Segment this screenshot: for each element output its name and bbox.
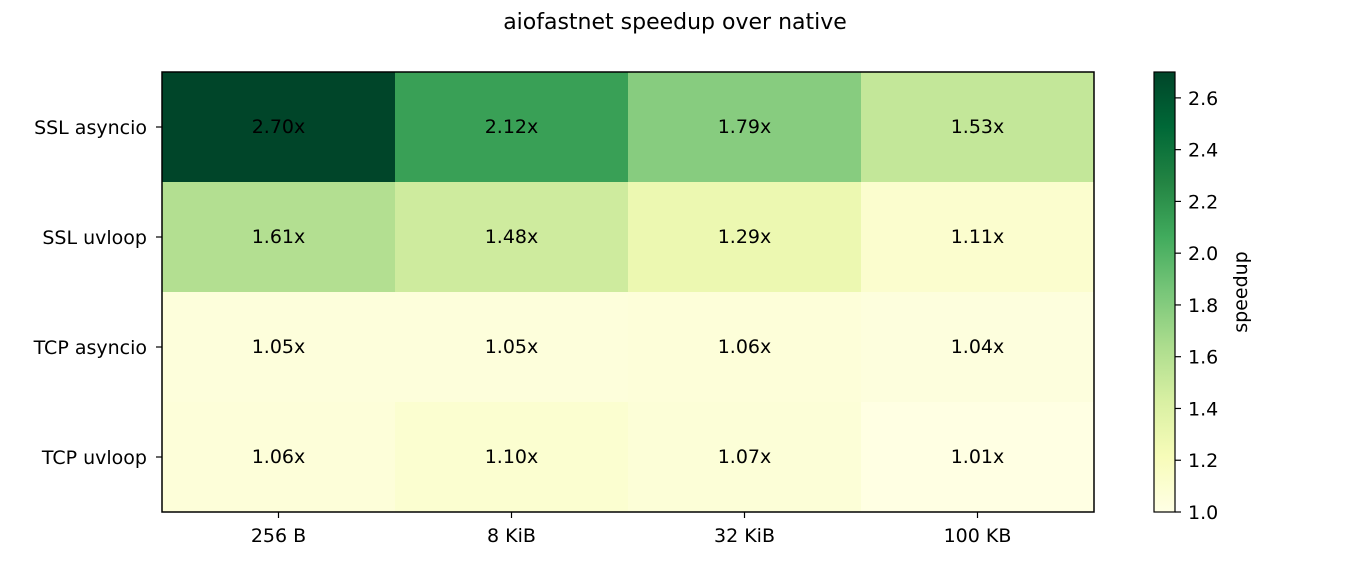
heatmap-cell-tcp-uvloop-32-kib: [628, 402, 862, 513]
heatmap-cell-ssl-asyncio-100-kb: [861, 72, 1095, 183]
heatmap-cell-tcp-asyncio-8-kib: [395, 292, 629, 403]
colorbar: [1153, 71, 1176, 513]
colorbar-axis: 1.0 1.2 1.4 1.6 1.8 2.0 2.2 2.4 2.6: [1175, 88, 1218, 524]
cell-value-label: 1.05x: [485, 336, 539, 358]
heatmap-cell-ssl-asyncio-256-b: [162, 72, 396, 183]
heatmap-cell-labels: 2.70x 2.12x 1.79x 1.53x 1.61x 1.48x 1.29x 1.11x…: [252, 116, 1005, 468]
cell-value-label: 1.29x: [718, 226, 772, 248]
cell-value-label: 1.05x: [252, 336, 306, 358]
heatmap-cell-tcp-uvloop-100-kb: [861, 402, 1095, 513]
cell-value-label: 1.48x: [485, 226, 539, 248]
cell-value-label: 1.04x: [951, 336, 1005, 358]
heatmap-cell-ssl-uvloop-32-kib: [628, 182, 862, 293]
heatmap-cell-ssl-uvloop-256-b: [162, 182, 396, 293]
heatmap-cell-tcp-uvloop-8-kib: [395, 402, 629, 513]
colorbar-tick-label: 1.6: [1188, 347, 1218, 369]
heatmap-cell-ssl-uvloop-100-kb: [861, 182, 1095, 293]
chart-title: aiofastnet speedup over native: [503, 10, 847, 35]
heatmap-frame: [161, 71, 1095, 513]
row-tick-label: TCP asyncio: [33, 337, 147, 359]
heatmap-cells: [162, 72, 1095, 513]
column-tick-label: 100 KB: [944, 525, 1012, 547]
cell-value-label: 1.01x: [951, 446, 1005, 468]
cell-value-label: 2.70x: [252, 116, 306, 138]
cell-value-label: 1.11x: [951, 226, 1005, 248]
colorbar-tick-label: 2.4: [1188, 140, 1218, 162]
colorbar-tick-label: 1.2: [1188, 450, 1218, 472]
row-axis: SSL asyncio SSL uvloop TCP asyncio TCP uvlo…: [33, 117, 162, 469]
cell-value-label: 1.06x: [252, 446, 306, 468]
cell-value-label: 1.07x: [718, 446, 772, 468]
column-tick-label: 8 KiB: [487, 525, 536, 547]
cell-value-label: 1.10x: [485, 446, 539, 468]
heatmap-cell-ssl-asyncio-8-kib: [395, 72, 629, 183]
heatmap-cell-tcp-asyncio-256-b: [162, 292, 396, 403]
heatmap-cell-ssl-uvloop-8-kib: [395, 182, 629, 293]
heatmap-cell-tcp-asyncio-32-kib: [628, 292, 862, 403]
column-axis: 256 B 8 KiB 32 KiB 100 KB: [251, 512, 1012, 547]
cell-value-label: 1.06x: [718, 336, 772, 358]
heatmap-cell-tcp-uvloop-256-b: [162, 402, 396, 513]
colorbar-tick-label: 1.4: [1188, 398, 1218, 420]
row-tick-label: SSL asyncio: [34, 117, 147, 139]
column-tick-label: 32 KiB: [714, 525, 775, 547]
row-tick-label: SSL uvloop: [42, 227, 147, 249]
heatmap-cell-ssl-asyncio-32-kib: [628, 72, 862, 183]
cell-value-label: 1.61x: [252, 226, 306, 248]
heatmap-cell-tcp-asyncio-100-kb: [861, 292, 1095, 403]
colorbar-tick-label: 2.0: [1188, 243, 1218, 265]
cell-value-label: 2.12x: [485, 116, 539, 138]
colorbar-tick-label: 2.6: [1188, 88, 1218, 110]
row-tick-label: TCP uvloop: [41, 447, 147, 469]
cell-value-label: 1.53x: [951, 116, 1005, 138]
colorbar-tick-label: 1.8: [1188, 295, 1218, 317]
colorbar-label: speedup: [1230, 251, 1252, 333]
colorbar-tick-label: 2.2: [1188, 191, 1218, 213]
cell-value-label: 1.79x: [718, 116, 772, 138]
colorbar-tick-label: 1.0: [1188, 502, 1218, 524]
column-tick-label: 256 B: [251, 525, 306, 547]
